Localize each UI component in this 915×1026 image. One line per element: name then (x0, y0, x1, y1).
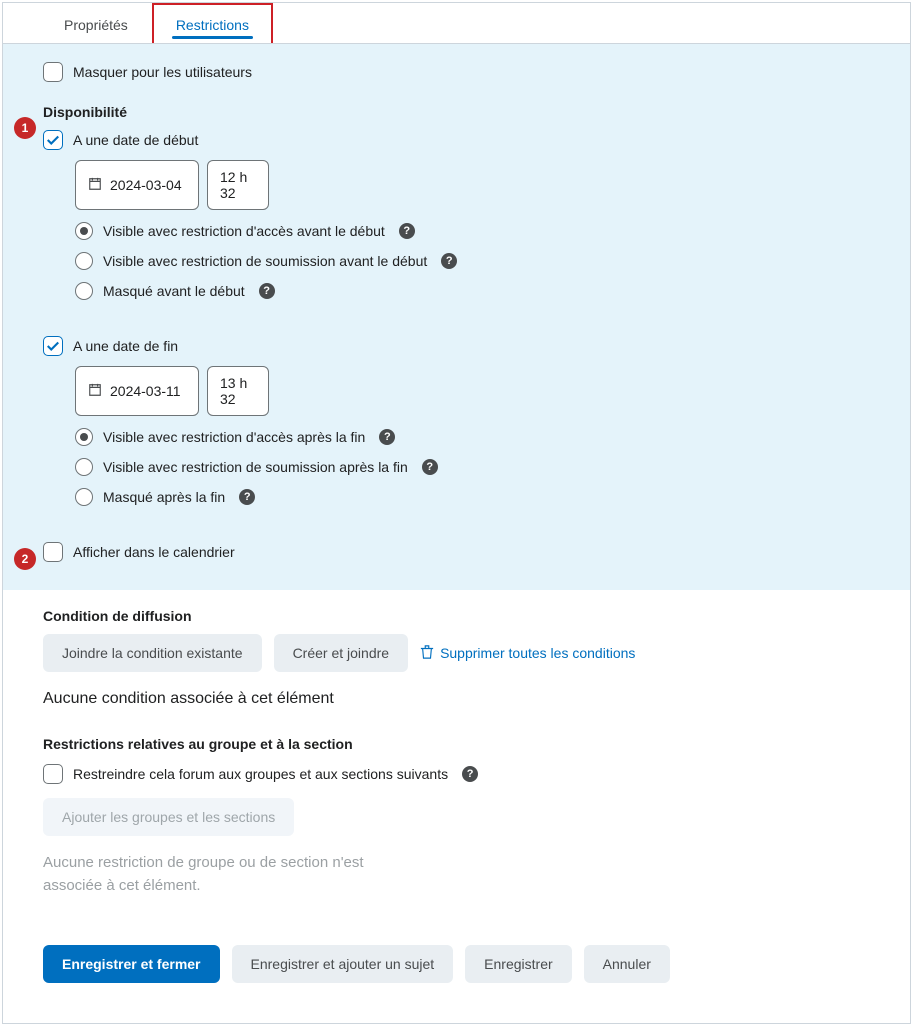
end-date-subsection: 2024-03-11 13 h 32 Visible avec restrict… (75, 366, 900, 506)
end-hidden-label: Masqué après la fin (103, 489, 225, 505)
end-time-input[interactable]: 13 h 32 (207, 366, 269, 416)
help-icon[interactable]: ? (379, 429, 395, 445)
trash-icon (420, 645, 434, 662)
start-visible-access-radio[interactable] (75, 222, 93, 240)
end-date-input[interactable]: 2024-03-11 (75, 366, 199, 416)
end-visibility-radio-group: Visible avec restriction d'accès après l… (75, 428, 900, 506)
help-icon[interactable]: ? (441, 253, 457, 269)
content-area: Masquer pour les utilisateurs Disponibil… (3, 44, 910, 1023)
end-hidden-radio[interactable] (75, 488, 93, 506)
end-date-value: 2024-03-11 (110, 383, 181, 399)
release-conditions-title: Condition de diffusion (43, 608, 900, 624)
tab-bar: Propriétés Restrictions (3, 3, 910, 44)
attach-existing-condition-button[interactable]: Joindre la condition existante (43, 634, 262, 672)
start-time-input[interactable]: 12 h 32 (207, 160, 269, 210)
panel-container: 1 2 3 Propriétés Restrictions Masquer po… (2, 2, 911, 1024)
save-and-add-topic-button[interactable]: Enregistrer et ajouter un sujet (232, 945, 454, 983)
show-in-calendar-checkbox[interactable] (43, 542, 63, 562)
group-section-restrictions: Restrictions relatives au groupe et à la… (3, 726, 910, 1023)
help-icon[interactable]: ? (422, 459, 438, 475)
start-hidden-label: Masqué avant le début (103, 283, 245, 299)
has-end-date-label: A une date de fin (73, 338, 178, 354)
availability-section: Masquer pour les utilisateurs Disponibil… (3, 44, 910, 590)
end-visible-access-label: Visible avec restriction d'accès après l… (103, 429, 365, 445)
start-date-subsection: 2024-03-04 12 h 32 Visible avec restrict… (75, 160, 900, 300)
save-and-close-button[interactable]: Enregistrer et fermer (43, 945, 220, 983)
start-time-value: 12 h 32 (220, 169, 256, 201)
end-time-value: 13 h 32 (220, 375, 256, 407)
hide-from-users-label: Masquer pour les utilisateurs (73, 64, 252, 80)
start-date-value: 2024-03-04 (110, 177, 182, 193)
no-group-restrictions-text: Aucune restriction de groupe ou de secti… (43, 852, 403, 897)
has-start-date-label: A une date de début (73, 132, 198, 148)
annotation-marker-1: 1 (14, 117, 36, 139)
add-groups-button: Ajouter les groupes et les sections (43, 798, 294, 836)
help-icon[interactable]: ? (259, 283, 275, 299)
has-end-date-checkbox[interactable] (43, 336, 63, 356)
release-conditions-section: Condition de diffusion Joindre la condit… (3, 590, 910, 726)
start-hidden-radio[interactable] (75, 282, 93, 300)
delete-all-conditions-link[interactable]: Supprimer toutes les conditions (420, 645, 635, 662)
has-start-date-checkbox[interactable] (43, 130, 63, 150)
tab-restrictions[interactable]: Restrictions (152, 3, 273, 43)
footer-button-row: Enregistrer et fermer Enregistrer et ajo… (43, 927, 900, 1005)
help-icon[interactable]: ? (399, 223, 415, 239)
help-icon[interactable]: ? (462, 766, 478, 782)
delete-all-conditions-label: Supprimer toutes les conditions (440, 645, 635, 661)
end-visible-submission-radio[interactable] (75, 458, 93, 476)
restrict-to-groups-label: Restreindre cela forum aux groupes et au… (73, 766, 448, 782)
help-icon[interactable]: ? (239, 489, 255, 505)
end-visible-submission-label: Visible avec restriction de soumission a… (103, 459, 408, 475)
tab-properties[interactable]: Propriétés (40, 3, 152, 43)
calendar-icon (88, 383, 102, 400)
start-date-input[interactable]: 2024-03-04 (75, 160, 199, 210)
start-visible-submission-radio[interactable] (75, 252, 93, 270)
availability-title: Disponibilité (43, 104, 900, 120)
no-conditions-text: Aucune condition associée à cet élément (43, 690, 900, 708)
annotation-marker-2: 2 (14, 548, 36, 570)
create-and-attach-button[interactable]: Créer et joindre (274, 634, 409, 672)
hide-from-users-checkbox[interactable] (43, 62, 63, 82)
calendar-icon (88, 177, 102, 194)
start-visible-submission-label: Visible avec restriction de soumission a… (103, 253, 427, 269)
end-visible-access-radio[interactable] (75, 428, 93, 446)
start-visible-access-label: Visible avec restriction d'accès avant l… (103, 223, 385, 239)
restrict-to-groups-checkbox[interactable] (43, 764, 63, 784)
save-button[interactable]: Enregistrer (465, 945, 571, 983)
cancel-button[interactable]: Annuler (584, 945, 670, 983)
show-in-calendar-label: Afficher dans le calendrier (73, 544, 235, 560)
group-section-title: Restrictions relatives au groupe et à la… (43, 736, 900, 752)
start-visibility-radio-group: Visible avec restriction d'accès avant l… (75, 222, 900, 300)
